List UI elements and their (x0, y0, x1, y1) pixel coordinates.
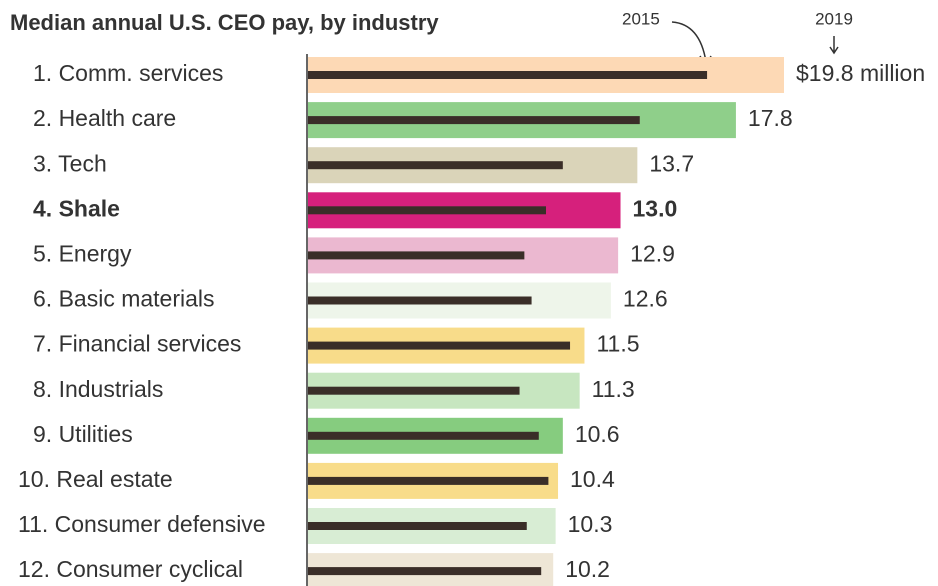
category-label: 9. Utilities (33, 421, 133, 447)
value-label: 10.6 (575, 421, 620, 447)
bar-2015 (308, 476, 549, 485)
annotation-2015: 2015 (622, 9, 660, 28)
category-label: 10. Real estate (18, 466, 173, 492)
chart-title: Median annual U.S. CEO pay, by industry (10, 10, 439, 35)
value-label: $19.8 million (796, 60, 925, 86)
bar-2015 (308, 296, 532, 305)
value-label: 10.3 (568, 511, 613, 537)
bar-2015 (308, 161, 563, 170)
annotation-arrow (829, 36, 839, 55)
bar-2015 (308, 206, 546, 215)
value-label: 13.0 (633, 195, 678, 221)
value-label: 17.8 (748, 105, 793, 131)
annotation-arrow (671, 21, 707, 63)
category-label: 2. Health care (33, 105, 176, 131)
bar-2015 (308, 386, 520, 395)
value-label: 12.9 (630, 240, 675, 266)
value-label: 12.6 (623, 286, 668, 312)
bar-2015 (308, 251, 525, 260)
value-label: 13.7 (649, 150, 694, 176)
category-label: 11. Consumer defensive (18, 511, 266, 537)
category-label: 1. Comm. services (33, 60, 223, 86)
bar-2015 (308, 116, 640, 125)
category-label: 7. Financial services (33, 331, 241, 357)
bar-2015 (308, 341, 571, 350)
bar-2015 (308, 431, 539, 440)
value-label: 11.5 (596, 331, 639, 357)
bar-2015 (308, 522, 527, 530)
bar-2015 (308, 567, 542, 576)
value-label: 10.2 (565, 556, 610, 582)
category-label: 5. Energy (33, 240, 132, 266)
category-label: 6. Basic materials (33, 286, 215, 312)
category-label: 3. Tech (33, 150, 107, 176)
bar-2015 (308, 71, 708, 79)
annotation-2019: 2019 (815, 9, 853, 28)
category-label: 8. Industrials (33, 376, 163, 402)
category-label: 4. Shale (33, 195, 120, 221)
value-label: 11.3 (592, 376, 635, 402)
category-label: 12. Consumer cyclical (18, 556, 243, 582)
value-label: 10.4 (570, 466, 615, 492)
